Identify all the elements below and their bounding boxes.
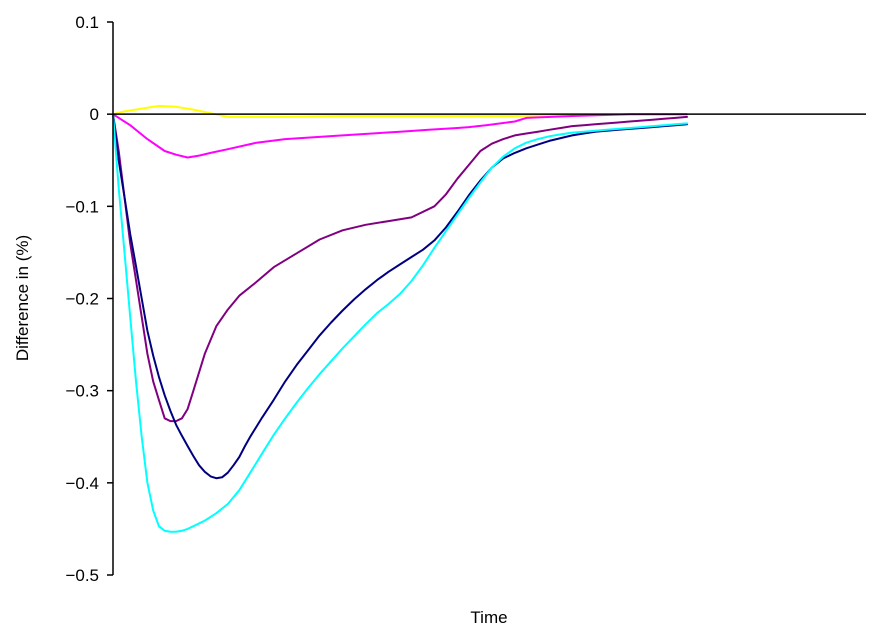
series-layer <box>112 104 688 533</box>
y-ticks: 0.1 0 −0.1 −0.2 −0.3 −0.4 −0.5 <box>65 13 113 585</box>
y-tick-label: −0.3 <box>65 382 99 401</box>
y-tick-label: −0.4 <box>65 474 99 493</box>
y-axis-title: Difference in (%) <box>13 235 32 361</box>
series-line-1 <box>112 104 688 118</box>
series-line-5 <box>112 113 688 533</box>
series-line-3 <box>112 113 688 423</box>
series-line-2 <box>112 113 688 159</box>
y-tick-label: 0.1 <box>75 13 99 32</box>
x-axis-title: Time <box>470 608 507 627</box>
series-line-4 <box>112 113 688 480</box>
y-tick-label: −0.5 <box>65 566 99 585</box>
y-tick-label: −0.1 <box>65 197 99 216</box>
y-tick-label: 0 <box>90 105 99 124</box>
y-tick-label: −0.2 <box>65 290 99 309</box>
axes-layer <box>112 22 866 575</box>
